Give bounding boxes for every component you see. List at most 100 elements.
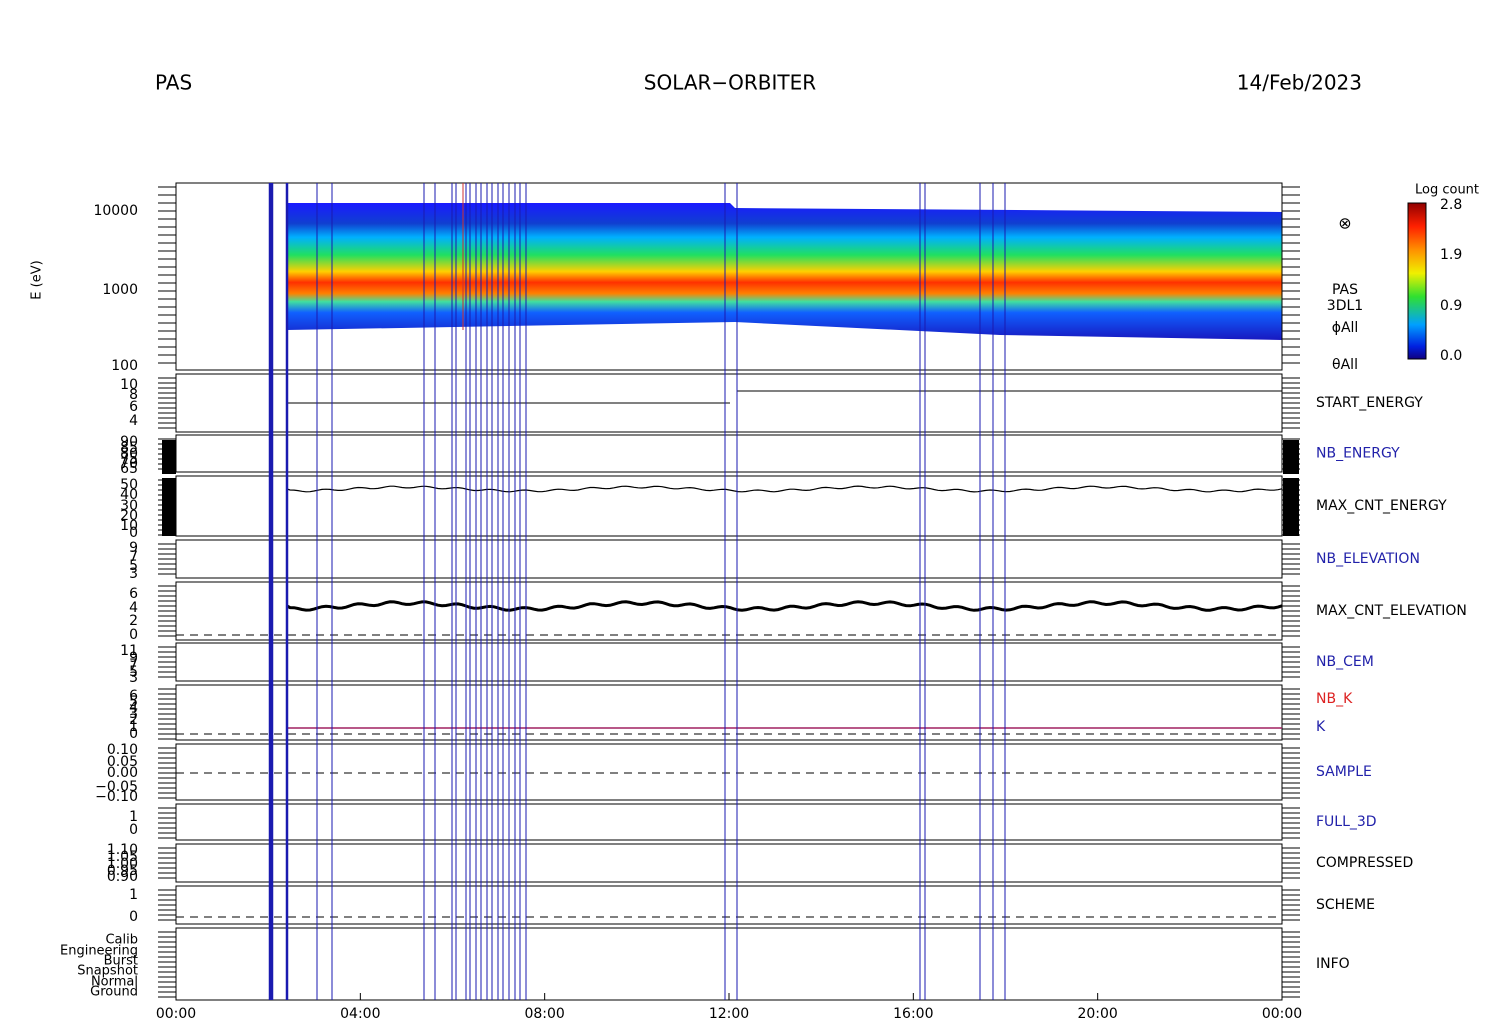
panel-name: MAX_CNT_ENERGY — [1316, 498, 1447, 514]
y-tick-label: 9 — [129, 650, 138, 666]
y-tick-label: 4 — [129, 600, 138, 616]
y-tick-label: −0.05 — [95, 779, 138, 795]
colorbar-label: 1.9 — [1440, 247, 1462, 263]
spectrogram-label: 3DL1 — [1327, 298, 1363, 314]
panel-frame — [175, 843, 1283, 883]
y-tick-label: 7 — [129, 549, 138, 565]
panel-name: K — [1316, 719, 1326, 735]
panel-frame — [175, 684, 1283, 741]
spectrogram — [287, 203, 1282, 340]
y-tick-label: 2 — [129, 712, 138, 728]
y-tick-label: 85 — [120, 440, 138, 456]
x-tick-label: 04:00 — [340, 1006, 380, 1020]
x-tick-label: 08:00 — [524, 1006, 564, 1020]
panel-frame — [175, 475, 1283, 537]
y-tick-label: Ground — [90, 985, 138, 1000]
tick-block — [1283, 478, 1299, 536]
y-tick-label: 20 — [120, 508, 138, 524]
panel-name: NB_K — [1316, 691, 1353, 707]
y-tick-label: 100 — [111, 358, 138, 374]
tick-block — [1283, 440, 1299, 474]
y-tick-label: 1000 — [102, 282, 138, 298]
y-tick-label: 1.10 — [107, 842, 138, 858]
x-tick-label: 00:00 — [156, 1006, 196, 1020]
panel-frame — [175, 885, 1283, 925]
panel-frame — [175, 927, 1283, 1001]
panel-frame — [175, 743, 1283, 801]
panel-name: NB_CEM — [1316, 654, 1374, 670]
y-tick-label: 30 — [120, 498, 138, 514]
panel-name: NB_ENERGY — [1316, 446, 1400, 462]
x-tick-label: 20:00 — [1077, 1006, 1117, 1020]
y-tick-label: 75 — [120, 451, 138, 467]
panel-frame — [175, 182, 1283, 371]
y-tick-label: 9 — [129, 540, 138, 556]
y-tick-label: 1 — [129, 809, 138, 825]
y-tick-label: 6 — [129, 688, 138, 704]
y-tick-label: 0 — [129, 627, 138, 643]
direction-symbol: ⊗ — [1338, 214, 1351, 233]
y-tick-label: 2 — [129, 613, 138, 629]
x-tick-label: 16:00 — [893, 1006, 933, 1020]
colorbar-title: Log count — [1415, 183, 1479, 198]
y-tick-label: 10000 — [93, 203, 138, 219]
y-tick-label: 0.90 — [107, 869, 138, 885]
spectrogram-label: ϕAll — [1332, 320, 1359, 336]
max-cnt-elevation-trace — [286, 600, 1283, 612]
header-left: PAS — [155, 71, 192, 95]
y-tick-label: Snapshot — [77, 964, 138, 979]
y-tick-label: 0.10 — [107, 742, 138, 758]
y-tick-label: 50 — [120, 477, 138, 493]
panel-frame — [175, 581, 1283, 641]
y-tick-label: 1 — [129, 719, 138, 735]
y-tick-label: 10 — [120, 377, 138, 393]
y-tick-label: 0.00 — [107, 765, 138, 781]
y-tick-label: 70 — [120, 456, 138, 472]
colorbar — [1407, 202, 1427, 360]
y-tick-label: Normal — [91, 975, 138, 990]
y-tick-label: 1.00 — [107, 856, 138, 872]
y-tick-label: Engineering — [60, 944, 138, 959]
y-tick-label: 5 — [129, 694, 138, 710]
panel-name: COMPRESSED — [1316, 855, 1413, 871]
y-tick-label: 4 — [129, 700, 138, 716]
tick-block — [162, 478, 176, 536]
y-tick-label: Calib — [105, 933, 138, 948]
colorbar-label: 0.0 — [1440, 348, 1462, 364]
y-tick-label: 0 — [129, 726, 138, 742]
panel-frame — [175, 642, 1283, 682]
y-tick-label: 40 — [120, 487, 138, 503]
y-tick-label: 0 — [129, 822, 138, 838]
y-tick-label: −0.10 — [95, 789, 138, 805]
panel-frame — [175, 434, 1283, 473]
y-tick-label: 0 — [129, 909, 138, 925]
y-tick-label: 8 — [129, 387, 138, 403]
header-center: SOLAR−ORBITER — [644, 71, 816, 95]
y-tick-label: 6 — [129, 586, 138, 602]
panel-frame — [175, 539, 1283, 579]
panel-name: NB_ELEVATION — [1316, 551, 1420, 567]
colorbar-label: 2.8 — [1440, 197, 1462, 213]
y-tick-label: Burst — [104, 954, 138, 969]
y-tick-label: 3 — [129, 670, 138, 686]
tick-block — [162, 440, 176, 474]
spectrogram-label: θAll — [1332, 357, 1358, 373]
y-tick-label: 4 — [129, 413, 138, 429]
header-right: 14/Feb/2023 — [1237, 71, 1362, 95]
y-tick-label: 0.95 — [107, 863, 138, 879]
panel-name: SCHEME — [1316, 897, 1375, 913]
x-tick-label: 00:00 — [1262, 1006, 1302, 1020]
y-tick-label: 5 — [129, 664, 138, 680]
y-tick-label: 80 — [120, 446, 138, 462]
panel-frame — [175, 803, 1283, 841]
panel-name: FULL_3D — [1316, 814, 1377, 830]
y-axis-label: E (eV) — [30, 260, 45, 299]
y-tick-label: 10 — [120, 518, 138, 534]
y-tick-label: 3 — [129, 566, 138, 582]
panel-name: SAMPLE — [1316, 764, 1372, 780]
y-tick-label: 0 — [129, 525, 138, 541]
y-tick-label: 6 — [129, 399, 138, 415]
max-cnt-energy-trace — [286, 485, 1283, 493]
colorbar-label: 0.9 — [1440, 298, 1462, 314]
y-tick-label: 1 — [129, 887, 138, 903]
